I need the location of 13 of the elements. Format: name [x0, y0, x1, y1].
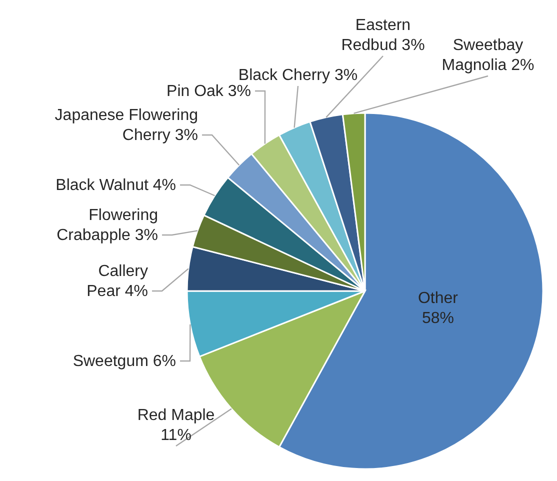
data-label: 11%: [160, 427, 192, 444]
slice-label: Other: [418, 290, 459, 307]
slice-label: Flowering Crabapple 3%: [56, 207, 158, 244]
slice-label: Black Walnut 4%: [56, 177, 176, 194]
slice-label: Sweetbay Magnolia 2%: [442, 37, 534, 74]
slice-label: Red Maple: [137, 407, 215, 424]
slice-label: Eastern Redbud 3%: [341, 17, 425, 54]
slice-label: Black Cherry 3%: [238, 67, 358, 84]
slice-label: Pin Oak 3%: [166, 83, 251, 100]
slice-label: Japanese Flowering Cherry 3%: [54, 107, 198, 144]
slice-label: Sweetgum 6%: [72, 353, 176, 370]
slice-label: Callery Pear 4%: [86, 263, 148, 300]
data-label: 58%: [422, 310, 454, 327]
